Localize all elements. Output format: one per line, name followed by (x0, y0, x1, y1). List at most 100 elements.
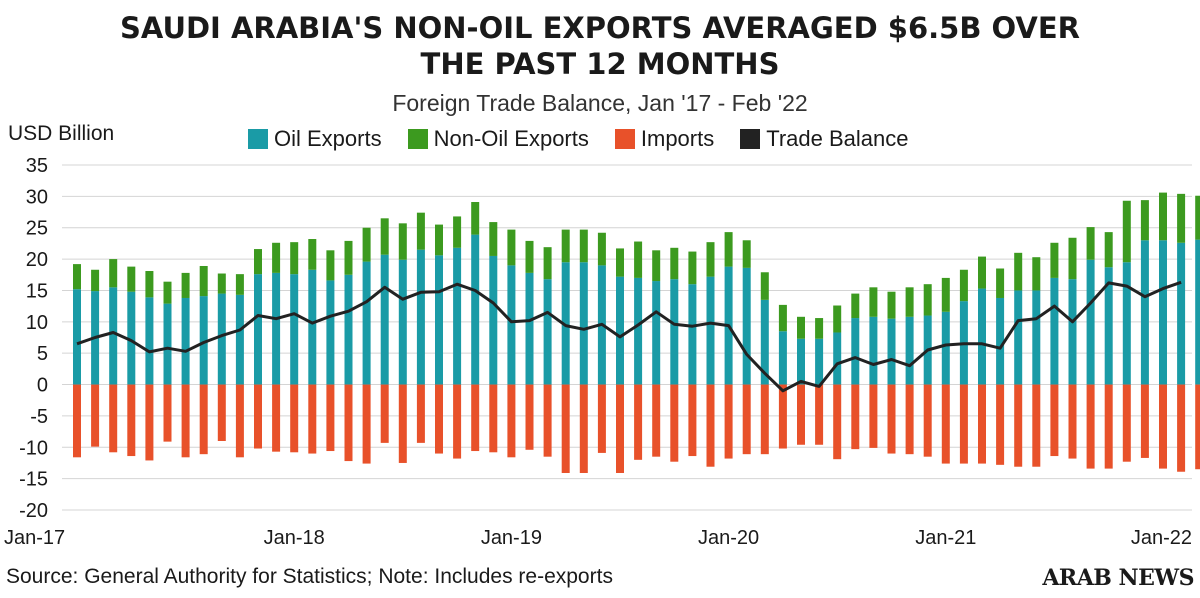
trade-balance-line (76, 280, 1182, 393)
oil-exports-bar (996, 297, 1005, 385)
imports-bar (760, 384, 769, 455)
oil-exports-bar (254, 274, 262, 385)
non-oil-exports-bar (688, 251, 697, 285)
imports-bar (471, 384, 480, 452)
imports-bar (905, 384, 914, 455)
imports-bar (127, 384, 136, 457)
x-tick-label: Jan-22 (1131, 527, 1192, 549)
imports-bar (416, 384, 425, 443)
imports-bar (1104, 384, 1113, 469)
non-oil-exports-bar (1159, 192, 1167, 241)
non-oil-exports-bar (199, 265, 208, 297)
y-tick-label: 30 (26, 186, 48, 208)
imports-bar (145, 384, 154, 461)
oil-exports-bar (308, 269, 317, 385)
oil-exports-bar (453, 247, 462, 385)
oil-exports-bar (1014, 290, 1023, 385)
oil-exports-bar (362, 261, 371, 385)
imports-bar (1086, 384, 1095, 469)
non-oil-exports-bar (778, 304, 787, 332)
legend-swatch-oil-exports (248, 129, 268, 149)
imports-bar (616, 384, 624, 473)
oil-exports-bar (435, 255, 443, 385)
imports-bar (272, 384, 281, 452)
oil-exports-bar (579, 262, 588, 385)
oil-exports-bar (1140, 240, 1149, 385)
legend-item-trade-balance: Trade Balance (740, 126, 909, 152)
imports-bar (489, 384, 498, 453)
non-oil-exports-bar (453, 216, 462, 248)
non-oil-exports-bar (959, 269, 968, 302)
non-oil-exports-bar (996, 268, 1005, 298)
imports-bar (941, 384, 950, 464)
chart-title-line-2: THE PAST 12 MONTHS (420, 47, 780, 81)
y-tick-label: -15 (19, 469, 48, 491)
non-oil-exports-bar (507, 229, 516, 266)
oil-exports-bar (344, 274, 353, 385)
oil-exports-bar (109, 287, 118, 385)
non-oil-exports-bar (416, 212, 425, 250)
non-oil-exports-bar (1104, 232, 1113, 268)
oil-exports-bar (706, 276, 715, 385)
imports-bar (815, 384, 824, 445)
x-tick-label: Jan-19 (481, 527, 542, 549)
oil-exports-bar (1086, 259, 1095, 385)
x-tick-label: Jan-17 (4, 527, 65, 549)
oil-exports-bar (760, 299, 769, 385)
y-tick-label: 15 (26, 280, 48, 302)
oil-exports-bar (634, 277, 643, 385)
legend-item-imports: Imports (614, 126, 715, 152)
imports-bar (235, 384, 244, 458)
non-oil-exports-bar (362, 227, 371, 262)
source-note: Source: General Authority for Statistics… (6, 565, 613, 588)
non-oil-exports-bar (525, 240, 534, 273)
legend-item-oil-exports: Oil Exports (248, 126, 382, 152)
imports-bar (797, 384, 805, 445)
imports-bar (869, 384, 878, 448)
oil-exports-bar (561, 262, 570, 385)
imports-bar (398, 384, 407, 463)
non-oil-exports-bar (1032, 257, 1041, 291)
non-oil-exports-bar (73, 264, 81, 290)
imports-bar (1014, 384, 1023, 467)
imports-bar (507, 384, 516, 458)
y-tick-label: 5 (37, 343, 48, 365)
imports-bar (959, 384, 968, 464)
oil-exports-bar (489, 255, 498, 385)
legend-label-oil-exports: Oil Exports (274, 126, 382, 151)
non-oil-exports-bar (308, 239, 317, 270)
oil-exports-bar (851, 318, 860, 385)
oil-exports-bar (471, 234, 480, 385)
non-oil-exports-bar (742, 240, 751, 268)
imports-bar (109, 384, 118, 453)
legend-label-trade-balance: Trade Balance (766, 126, 909, 151)
non-oil-exports-bar (616, 248, 624, 277)
imports-bar (290, 384, 299, 453)
oil-exports-bar (217, 293, 226, 385)
oil-exports-bar (1068, 279, 1077, 385)
oil-exports-bar (1177, 242, 1186, 385)
y-tick-label: 20 (26, 249, 48, 271)
non-oil-exports-bar (724, 232, 733, 267)
imports-bar (163, 384, 172, 442)
non-oil-exports-bar (254, 249, 262, 275)
legend-label-imports: Imports (640, 126, 715, 151)
oil-exports-bar (1050, 277, 1059, 385)
non-oil-exports-bar (978, 256, 986, 289)
non-oil-exports-bar (380, 218, 389, 255)
imports-bar (1122, 384, 1131, 462)
non-oil-exports-bar (941, 277, 950, 312)
non-oil-exports-bar (923, 284, 932, 316)
imports-bar (73, 384, 81, 458)
imports-bar (1159, 384, 1167, 469)
y-tick-label: -20 (19, 500, 48, 522)
oil-exports-bar (869, 316, 878, 385)
imports-bar (1068, 384, 1077, 459)
non-oil-exports-bar (797, 316, 805, 339)
oil-exports-bar (235, 294, 244, 385)
imports-bar (579, 384, 588, 473)
imports-bar (851, 384, 860, 450)
imports-bar (1140, 384, 1149, 458)
oil-exports-bar (145, 297, 154, 385)
imports-bar (978, 384, 986, 464)
